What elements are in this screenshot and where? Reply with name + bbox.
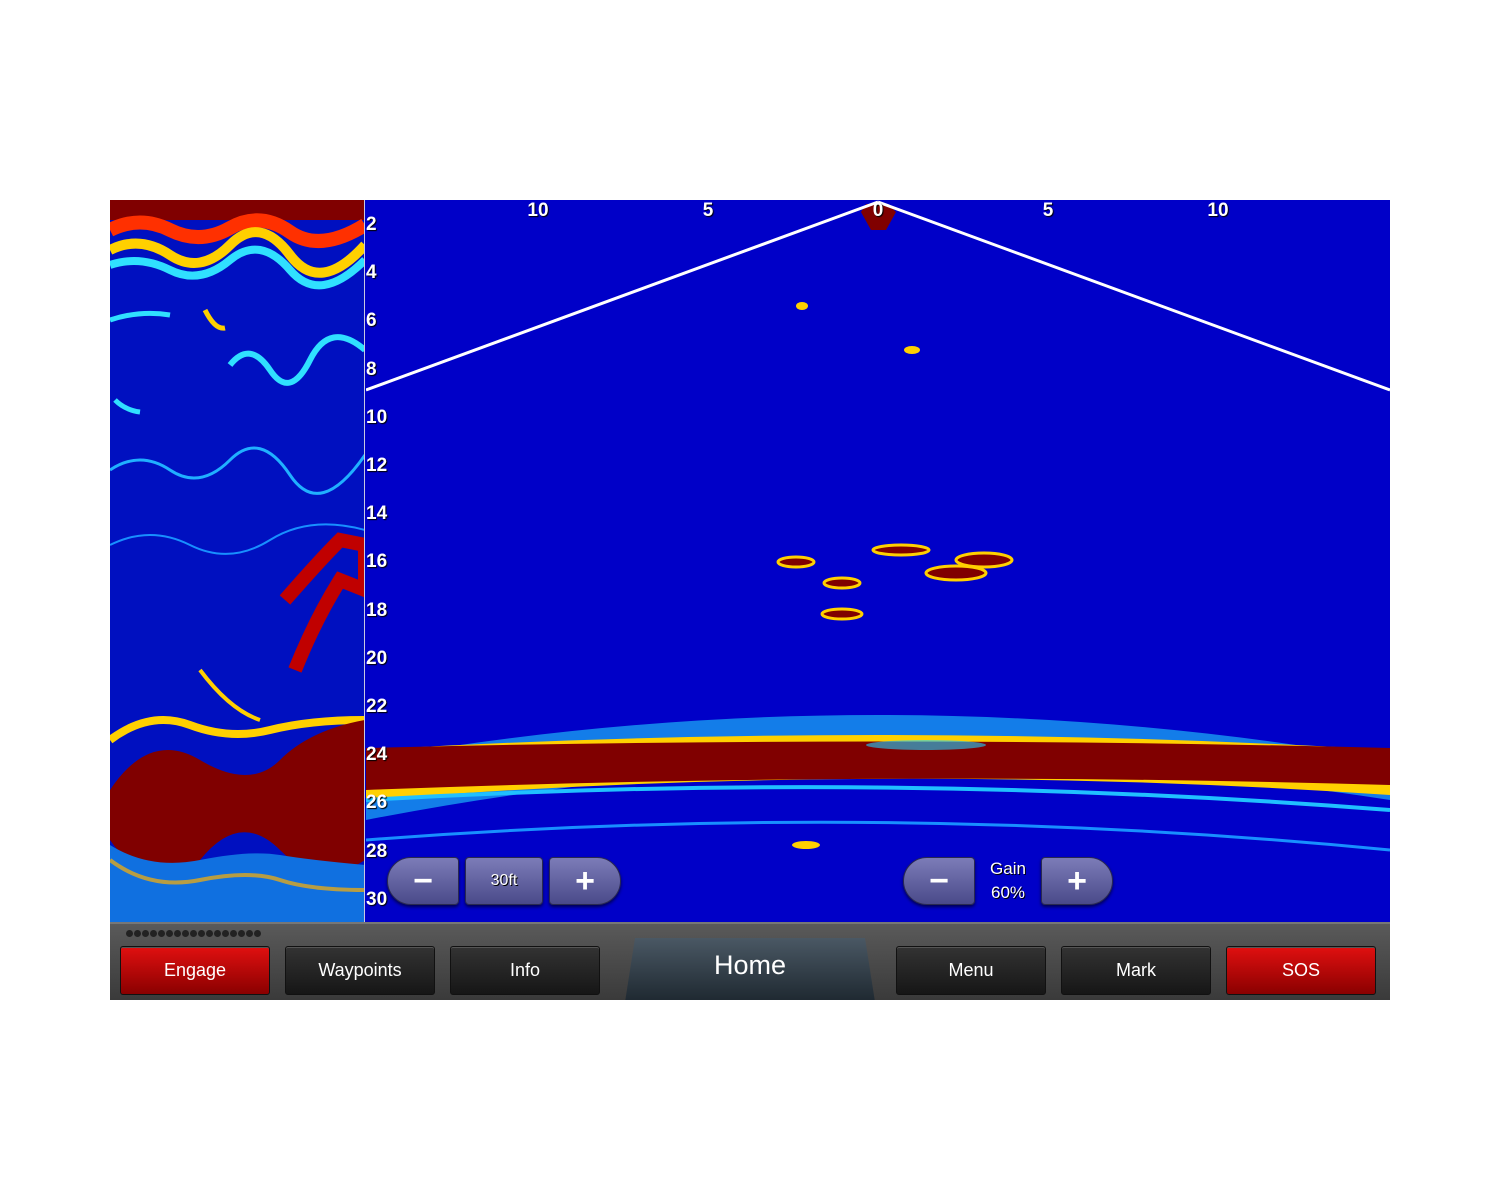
range-label: 10 [1207, 200, 1229, 221]
page-dot [158, 930, 165, 937]
range-label: 10 [527, 200, 549, 221]
page-dot [214, 930, 221, 937]
livescope-sonar-view [366, 200, 1390, 922]
range-label: 5 [702, 200, 714, 221]
depth-label: 30 [366, 888, 388, 910]
history-echo-image [110, 200, 364, 922]
sos-button[interactable]: SOS [1226, 946, 1376, 995]
menu-button[interactable]: Menu [896, 946, 1046, 995]
depth-label: 10 [366, 406, 388, 428]
depth-label: 16 [366, 551, 388, 573]
page-dot [182, 930, 189, 937]
gain-label: Gain [990, 859, 1026, 878]
beam-edge-right [877, 200, 1390, 392]
range-label: 5 [1042, 200, 1054, 221]
page-dot [150, 930, 157, 937]
page-dot [230, 930, 237, 937]
sonar-screen: 10 5 0 5 10 2 4 6 8 10 12 14 16 18 20 22 24 26 28 30 −… [110, 200, 1390, 1000]
bottom-button-bar: Engage Waypoints Info Home Menu Mark SOS [110, 922, 1390, 1000]
page-dot [254, 930, 261, 937]
plus-icon: + [575, 862, 595, 900]
depth-label: 6 [366, 310, 377, 332]
plus-icon: + [1067, 862, 1087, 900]
page-dot [206, 930, 213, 937]
depth-label: 4 [366, 262, 377, 284]
depth-range-value[interactable]: 30ft [465, 857, 543, 905]
engage-button[interactable]: Engage [120, 946, 270, 995]
depth-label: 24 [366, 744, 388, 766]
depth-range-increase-button[interactable]: + [549, 857, 621, 905]
sonar-history-panel [110, 200, 365, 922]
gain-display: Gain 60% [978, 857, 1038, 905]
depth-range-decrease-button[interactable]: − [387, 857, 459, 905]
depth-label: 2 [366, 214, 377, 235]
depth-label: 12 [366, 455, 388, 476]
page-dot [222, 930, 229, 937]
minus-icon: − [413, 862, 433, 900]
depth-label: 28 [366, 840, 388, 862]
depth-label: 18 [366, 599, 388, 621]
range-label: 0 [872, 200, 884, 221]
depth-label: 26 [366, 792, 388, 814]
info-button[interactable]: Info [450, 946, 600, 995]
page-dot [246, 930, 253, 937]
page-dot [126, 930, 133, 937]
gain-value: 60% [990, 883, 1026, 902]
depth-label: 20 [366, 647, 388, 669]
page-dot [238, 930, 245, 937]
gain-decrease-button[interactable]: − [903, 857, 975, 905]
page-dot [198, 930, 205, 937]
depth-label: 22 [366, 696, 388, 717]
sonar-echo-image [366, 200, 1390, 852]
depth-label: 14 [366, 503, 388, 525]
waypoints-button[interactable]: Waypoints [285, 946, 435, 995]
page-dot [166, 930, 173, 937]
gain-increase-button[interactable]: + [1041, 857, 1113, 905]
page-dot [174, 930, 181, 937]
mark-button[interactable]: Mark [1061, 946, 1211, 995]
page-indicator-dots [126, 930, 261, 937]
page-dot [142, 930, 149, 937]
page-dot [190, 930, 197, 937]
depth-label: 8 [366, 358, 377, 380]
minus-icon: − [929, 862, 949, 900]
page-dot [134, 930, 141, 937]
beam-edge-left [366, 200, 879, 392]
home-button[interactable]: Home [625, 938, 875, 1000]
